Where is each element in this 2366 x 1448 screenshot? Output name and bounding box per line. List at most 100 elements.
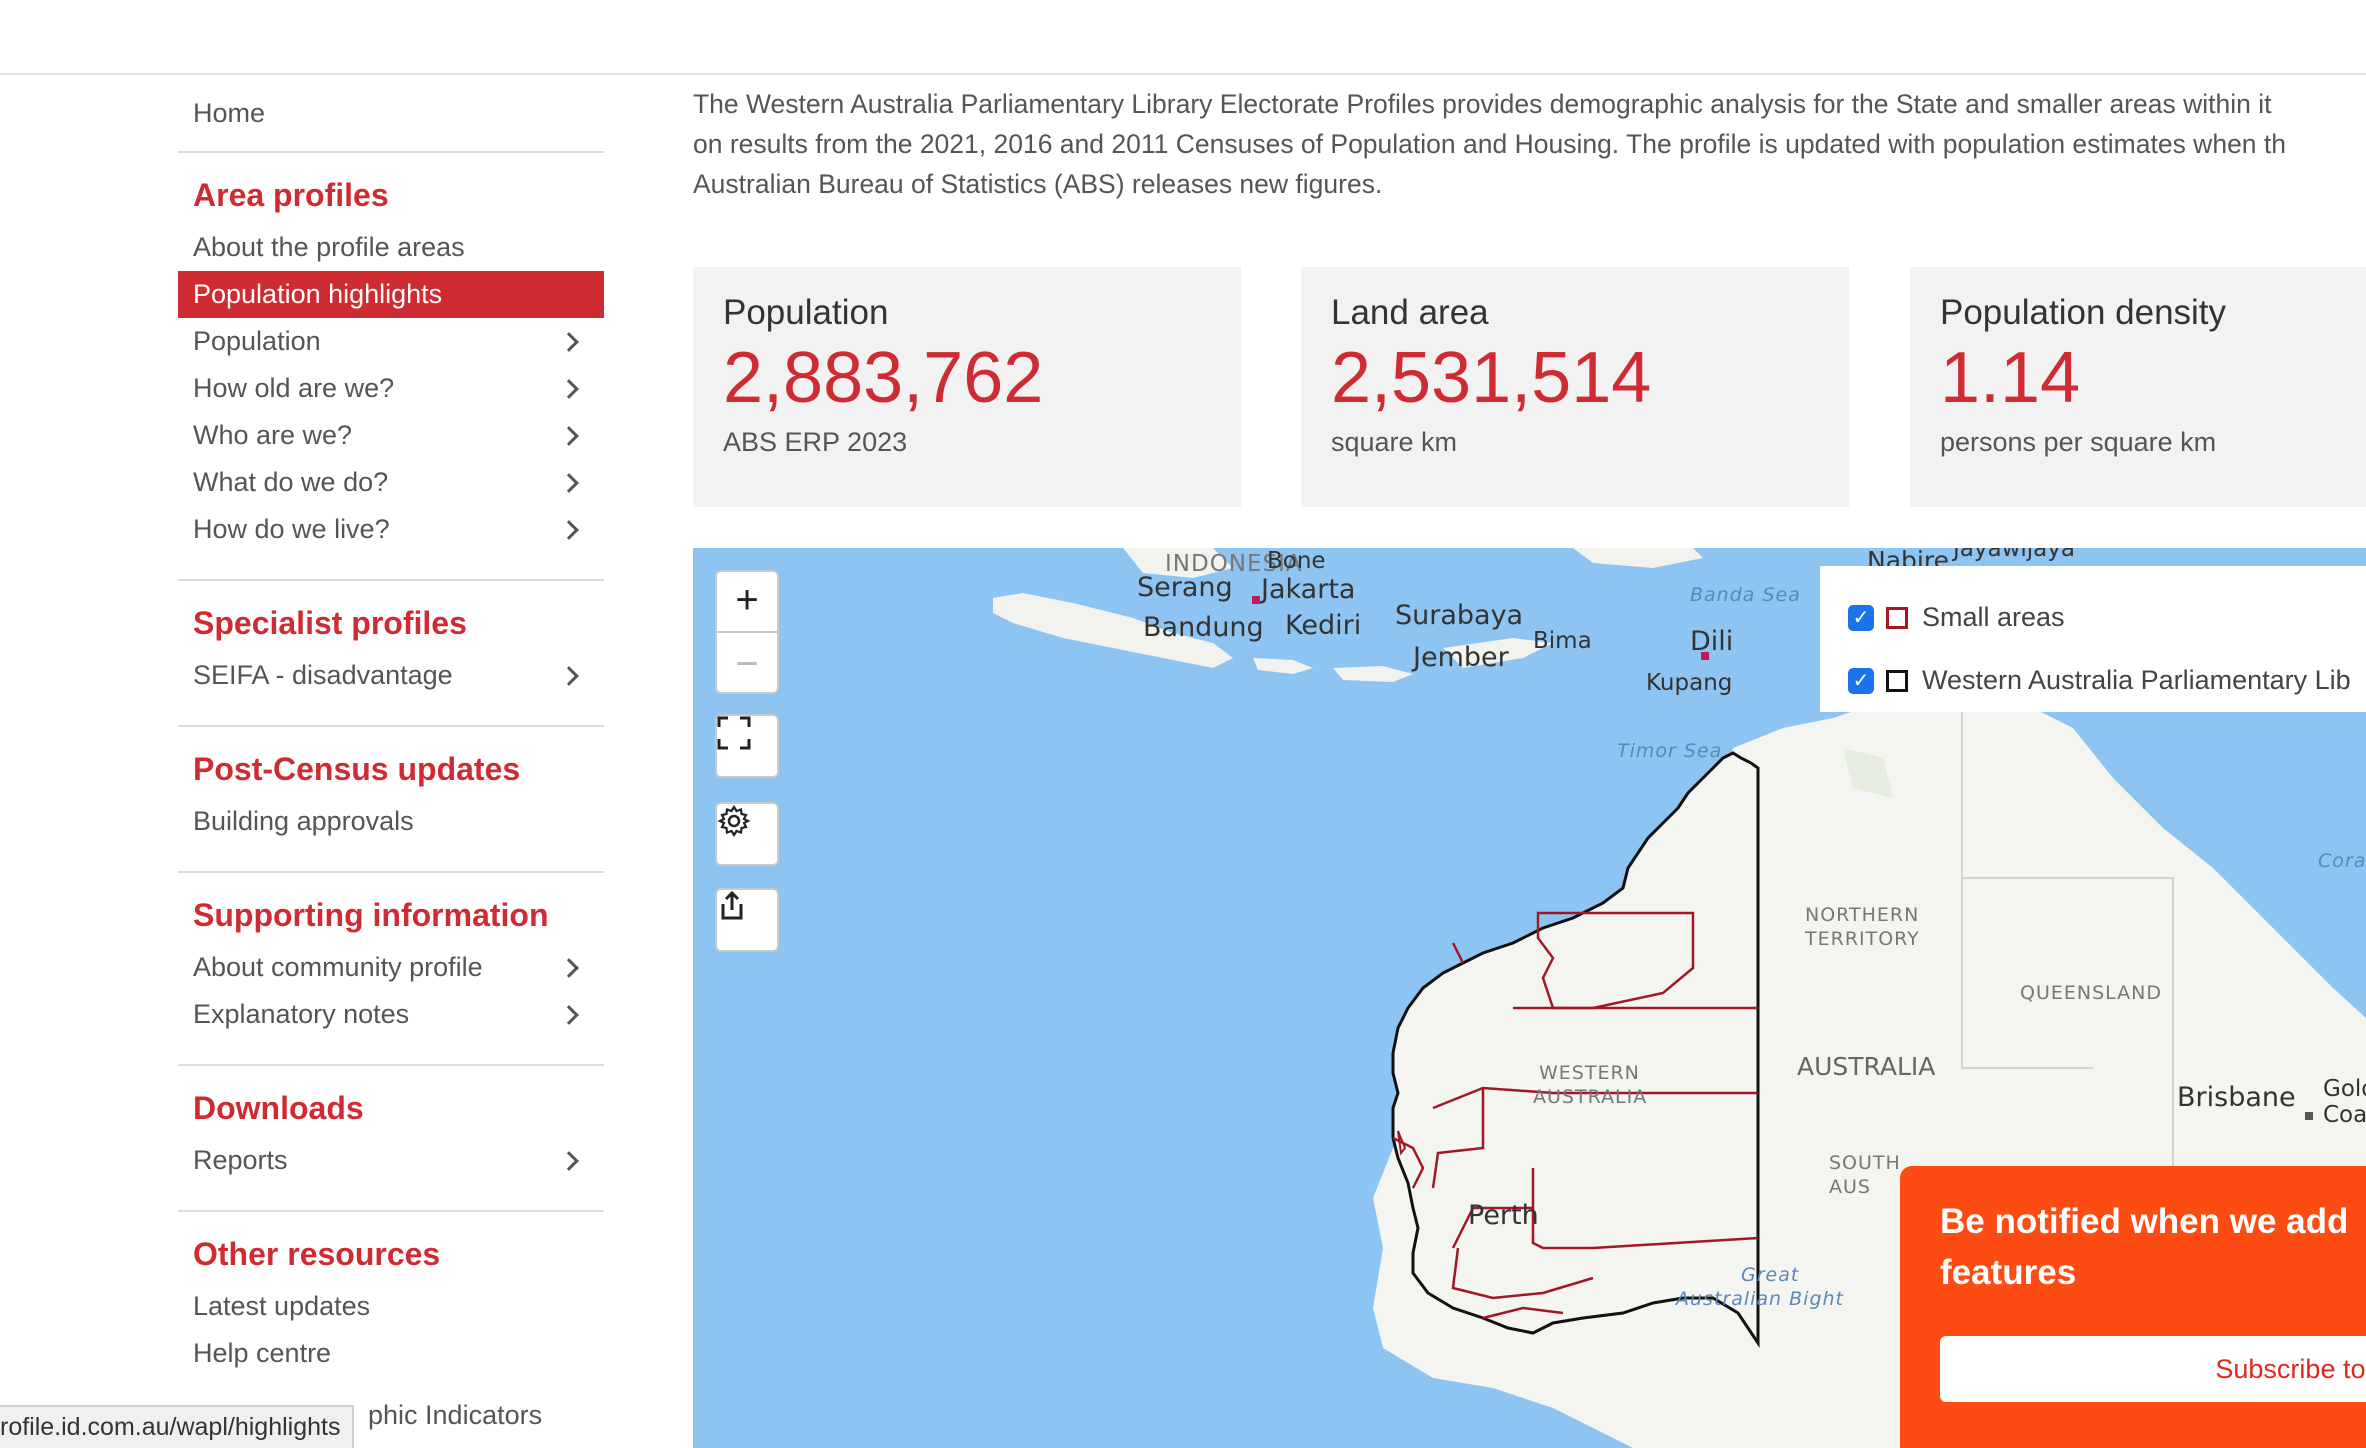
settings-button[interactable]: [715, 802, 779, 866]
sidebar-item[interactable]: How old are we?: [178, 365, 604, 412]
notify-panel: Be notified when we add features Subscri…: [1900, 1166, 2366, 1448]
fullscreen-button[interactable]: [715, 714, 779, 778]
sidebar-item[interactable]: Population: [178, 318, 604, 365]
small-area-boundary: [1432, 1086, 1758, 1110]
share-button[interactable]: [715, 888, 779, 952]
map-label-gold-coast-2: Coa: [2323, 1102, 2366, 1128]
map-label-dili: Dili: [1690, 626, 1734, 657]
chevron-right-icon[interactable]: [559, 425, 579, 446]
map-label-northern-territory: NORTHERN: [1805, 904, 1920, 926]
sidebar-item-partial[interactable]: phic Indicators: [368, 1400, 543, 1430]
map-label-coral-sea: Cora: [2318, 850, 2366, 872]
sidebar-item[interactable]: Latest updates: [178, 1283, 604, 1330]
checkbox-checked-icon[interactable]: ✓: [1848, 604, 1874, 631]
map-label-south-australia-2: AUS: [1829, 1176, 1871, 1198]
island: [1573, 548, 1703, 568]
sidebar-item[interactable]: What do we do?: [178, 459, 604, 506]
sidebar-item-label: How old are we?: [193, 373, 395, 403]
top-bar: [0, 0, 2366, 75]
nav-section-heading[interactable]: Downloads: [193, 1090, 364, 1126]
sidebar-item[interactable]: Help centre: [178, 1330, 604, 1377]
island: [1123, 548, 1233, 578]
map-label-banda-sea: Banda Sea: [1690, 584, 1801, 606]
map-label-serang: Serang: [1137, 572, 1233, 603]
nav-section-heading[interactable]: Specialist profiles: [193, 605, 467, 641]
java-island: [993, 593, 1233, 668]
nav-section-heading[interactable]: Post-Census updates: [193, 751, 521, 787]
timor-island: [1443, 638, 1553, 668]
city-marker: [1252, 596, 1260, 604]
sidebar-item-label: Latest updates: [193, 1291, 371, 1321]
sidebar-item[interactable]: About the profile areas: [178, 224, 604, 271]
map-label-jember: Jember: [1413, 642, 1509, 673]
chevron-right-icon[interactable]: [559, 665, 579, 686]
wa-state-outline: [1391, 751, 1760, 1348]
notify-title: Be notified when we add: [1940, 1202, 2349, 1241]
stat-title: Population density: [1940, 293, 2227, 332]
map-label-indonesia: INDONESIA: [1165, 551, 1303, 577]
zoom-in-button[interactable]: +: [735, 578, 759, 622]
legend-item-small-areas[interactable]: ✓ Small areas: [1848, 586, 2366, 649]
sidebar-item[interactable]: How do we live?: [178, 506, 604, 553]
sidebar-item[interactable]: Reports: [178, 1137, 604, 1184]
sidebar-item-label: Who are we?: [193, 420, 353, 450]
map-label-jayawijaya: Jayawijaya: [1953, 548, 2075, 562]
stat-value: 2,531,514: [1331, 338, 1652, 418]
map-label-gold-coast: Gold: [2323, 1076, 2366, 1102]
nav-section-heading[interactable]: Supporting information: [193, 897, 549, 933]
status-bar-url: rofile.id.com.au/wapl/highlights: [0, 1405, 355, 1448]
chevron-right-icon[interactable]: [559, 519, 579, 540]
sidebar-item[interactable]: Population highlights: [178, 271, 604, 318]
intro-line: The Western Australia Parliamentary Libr…: [693, 89, 2272, 119]
small-area-boundary: [1451, 1247, 1594, 1300]
map-legend: ✓ Small areas ✓ Western Australia Parlia…: [1820, 566, 2366, 712]
zoom-out-button[interactable]: −: [735, 642, 759, 686]
share-icon: [721, 890, 743, 920]
sidebar-item[interactable]: Building approvals: [178, 798, 604, 845]
sidebar-item-label: Population: [193, 326, 321, 356]
intro-line: Australian Bureau of Statistics (ABS) re…: [693, 169, 1383, 199]
map-label-western-australia: WESTERN: [1539, 1062, 1640, 1084]
small-area-boundary: [1451, 1206, 1533, 1249]
sidebar-item-home[interactable]: Home: [178, 75, 604, 153]
nav-section-heading[interactable]: Other resources: [193, 1236, 441, 1272]
sidebar-item[interactable]: Who are we?: [178, 412, 604, 459]
chevron-right-icon[interactable]: [559, 1004, 579, 1025]
fullscreen-icon: [717, 716, 751, 750]
sidebar-item[interactable]: Explanatory notes: [178, 991, 604, 1038]
map-label-bandung: Bandung: [1143, 612, 1264, 643]
land-area-card: Land area 2,531,514 square km: [1301, 267, 1849, 507]
sidebar-item[interactable]: About community profile: [178, 944, 604, 991]
stat-subtitle: persons per square km: [1940, 427, 2217, 457]
chevron-right-icon[interactable]: [559, 472, 579, 493]
intro-text: The Western Australia Parliamentary Libr…: [693, 84, 2366, 204]
chevron-right-icon[interactable]: [559, 378, 579, 399]
map-label-kediri: Kediri: [1285, 610, 1362, 641]
gear-icon: [717, 804, 751, 838]
map-label-western-australia-2: AUSTRALIA: [1533, 1086, 1648, 1108]
nav-section: Post-Census updates Building approvals: [178, 727, 604, 873]
subscribe-button[interactable]: Subscribe to u: [1940, 1336, 2366, 1402]
sidebar-item-label: SEIFA - disadvantage: [193, 660, 453, 690]
stat-value: 2,883,762: [723, 338, 1044, 418]
nav-section-heading[interactable]: Area profiles: [193, 177, 389, 213]
sidebar-item[interactable]: SEIFA - disadvantage: [178, 652, 604, 699]
chevron-right-icon[interactable]: [559, 331, 579, 352]
small-area-boundary: [1431, 1088, 1485, 1189]
chevron-right-icon[interactable]: [559, 1150, 579, 1171]
legend-item-wa-parliamentary[interactable]: ✓ Western Australia Parliamentary Lib: [1848, 649, 2366, 712]
map-label-surabaya: Surabaya: [1395, 600, 1524, 631]
sidebar-item-label: Building approvals: [193, 806, 414, 836]
sidebar-item-label: Help centre: [193, 1338, 332, 1368]
black-swatch-icon: [1886, 669, 1908, 692]
checkbox-checked-icon[interactable]: ✓: [1848, 667, 1874, 694]
small-area-boundary: [1531, 1168, 1759, 1250]
sidebar-item-label: Explanatory notes: [193, 999, 410, 1029]
map-label-northern-territory-2: TERRITORY: [1805, 928, 1920, 950]
chevron-right-icon[interactable]: [559, 957, 579, 978]
nav-section: Downloads Reports: [178, 1066, 604, 1212]
map-label-timor-sea: Timor Sea: [1617, 740, 1723, 762]
population-density-card: Population density 1.14 persons per squa…: [1910, 267, 2366, 507]
city-marker: [1701, 652, 1709, 660]
sidebar-nav: Home Area profiles About the profile area…: [178, 75, 604, 1377]
